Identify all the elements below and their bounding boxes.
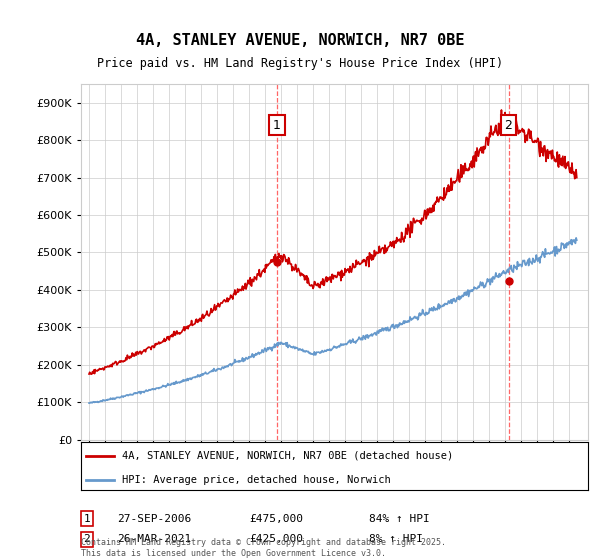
Text: £425,000: £425,000 <box>249 534 303 544</box>
Text: £475,000: £475,000 <box>249 514 303 524</box>
Text: Contains HM Land Registry data © Crown copyright and database right 2025.
This d: Contains HM Land Registry data © Crown c… <box>81 538 446 558</box>
Text: 8% ↑ HPI: 8% ↑ HPI <box>369 534 423 544</box>
Text: 26-MAR-2021: 26-MAR-2021 <box>117 534 191 544</box>
Text: 2: 2 <box>83 534 91 544</box>
Text: 1: 1 <box>83 514 91 524</box>
Text: 4A, STANLEY AVENUE, NORWICH, NR7 0BE: 4A, STANLEY AVENUE, NORWICH, NR7 0BE <box>136 32 464 48</box>
Text: 2: 2 <box>505 119 512 132</box>
Text: 1: 1 <box>273 119 281 132</box>
Text: 27-SEP-2006: 27-SEP-2006 <box>117 514 191 524</box>
Text: 84% ↑ HPI: 84% ↑ HPI <box>369 514 430 524</box>
Text: HPI: Average price, detached house, Norwich: HPI: Average price, detached house, Norw… <box>122 474 391 484</box>
Text: Price paid vs. HM Land Registry's House Price Index (HPI): Price paid vs. HM Land Registry's House … <box>97 57 503 70</box>
Text: 4A, STANLEY AVENUE, NORWICH, NR7 0BE (detached house): 4A, STANLEY AVENUE, NORWICH, NR7 0BE (de… <box>122 451 453 461</box>
